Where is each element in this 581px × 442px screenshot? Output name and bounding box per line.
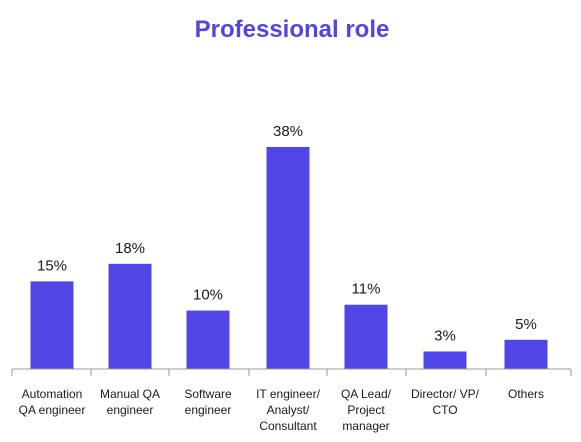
x-tick-label-3: IT engineer/Analyst/Consultant <box>256 387 320 433</box>
value-label-1: 18% <box>115 240 145 257</box>
x-tick-labels-layer: Automation QA engineer Manual QA engineer So… <box>19 387 544 433</box>
bar-2 <box>186 310 230 369</box>
bar-3 <box>266 147 310 369</box>
value-label-0: 15% <box>37 257 67 274</box>
value-label-4: 11% <box>352 281 381 298</box>
x-axis <box>11 368 572 376</box>
value-label-3: 38% <box>273 123 303 140</box>
x-tick-label-4: QA Lead/Project manager <box>341 387 392 433</box>
x-tick-label-2: Software engineer <box>184 387 232 417</box>
value-label-6: 5% <box>515 316 537 333</box>
x-tick-label-1: Manual QA engineer <box>100 387 160 417</box>
x-tick-label-5: Director/ VP/CTO <box>411 387 480 417</box>
chart-title: Professional role <box>195 16 390 43</box>
value-label-2: 10% <box>193 287 223 304</box>
bar-0 <box>30 281 74 369</box>
bar-6 <box>504 339 548 369</box>
bar-5 <box>423 351 467 369</box>
value-label-5: 3% <box>434 327 456 344</box>
bars-layer <box>30 147 548 369</box>
bar-1 <box>108 263 152 369</box>
x-tick-label-0: Automation QA engineer <box>19 387 86 417</box>
bar-4 <box>344 304 388 369</box>
x-tick-label-6: Others <box>508 387 544 401</box>
value-labels-layer: 15% 18% 10% 38% 11% 3% 5% <box>37 123 537 344</box>
